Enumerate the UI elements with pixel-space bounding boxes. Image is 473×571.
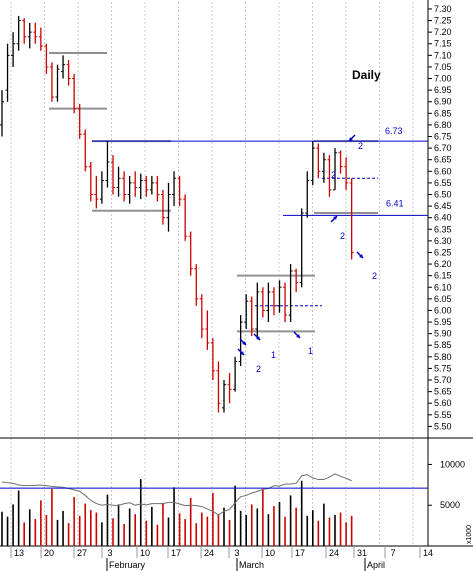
date-tick-label: 10 [265, 548, 275, 558]
price-tick-label: 5.70 [434, 375, 452, 385]
price-tick-label: 5.65 [434, 387, 452, 397]
month-label: April [367, 560, 385, 570]
date-tick-label: 13 [14, 548, 24, 558]
price-tick-label: 6.50 [434, 189, 452, 199]
date-tick-label: 17 [171, 548, 181, 558]
resistance-level-label: 6.73 [385, 126, 403, 136]
price-tick-label: 7.05 [434, 62, 452, 72]
arrow-label: 2 [331, 170, 336, 180]
date-tick-label: 31 [357, 548, 367, 558]
price-tick-label: 6.85 [434, 108, 452, 118]
price-tick-label: 5.90 [434, 329, 452, 339]
date-tick-label: 3 [234, 548, 239, 558]
price-tick-label: 7.30 [434, 4, 452, 14]
price-tick-label: 6.45 [434, 201, 452, 211]
date-tick-label: 24 [204, 548, 214, 558]
price-tick-label: 5.75 [434, 363, 452, 373]
date-tick-label: 20 [44, 548, 54, 558]
arrow-label: 2 [340, 231, 345, 241]
price-tick-label: 5.60 [434, 398, 452, 408]
price-tick-label: 6.25 [434, 247, 452, 257]
arrow-label: 1 [271, 350, 276, 360]
price-tick-label: 6.35 [434, 224, 452, 234]
price-tick-label: 7.15 [434, 39, 452, 49]
arrow-label: 1 [308, 346, 313, 356]
arrow-icon-head [296, 334, 300, 338]
price-tick-label: 6.40 [434, 213, 452, 223]
price-tick-label: 6.95 [434, 85, 452, 95]
price-tick-label: 6.20 [434, 259, 452, 269]
date-tick-label: 10 [140, 548, 150, 558]
price-tick-label: 5.85 [434, 340, 452, 350]
price-tick-label: 5.80 [434, 352, 452, 362]
price-tick-label: 6.55 [434, 178, 452, 188]
price-tick-label: 6.05 [434, 294, 452, 304]
price-tick-label: 6.90 [434, 97, 452, 107]
date-tick-label: 27 [77, 548, 87, 558]
volume-moving-average [1, 473, 352, 516]
price-tick-label: 6.80 [434, 120, 452, 130]
arrow-icon-head [240, 351, 244, 355]
arrow-label: 2 [256, 364, 261, 374]
price-panel [0, 2, 428, 438]
price-tick-label: 6.10 [434, 282, 452, 292]
month-label: March [239, 560, 264, 570]
price-tick-label: 6.60 [434, 166, 452, 176]
month-label: February [109, 560, 146, 570]
arrow-label: 2 [358, 141, 363, 151]
arrow-label: 2 [372, 271, 377, 281]
price-tick-label: 6.70 [434, 143, 452, 153]
arrow-icon-head [242, 341, 246, 345]
arrow-icon-head [349, 137, 353, 141]
volume-multiplier-label: x1000 [466, 525, 473, 544]
price-tick-label: 5.95 [434, 317, 452, 327]
price-tick-label: 6.00 [434, 305, 452, 315]
volume-panel [0, 440, 428, 546]
price-tick-label: 7.20 [434, 27, 452, 37]
price-tick-label: 7.25 [434, 16, 452, 26]
arrow-icon-head [256, 336, 260, 340]
arrow-icon-head [359, 254, 363, 258]
price-tick-label: 5.50 [434, 421, 452, 431]
price-tick-label: 7.10 [434, 50, 452, 60]
arrow-icon-head [333, 216, 337, 220]
price-tick-label: 5.55 [434, 410, 452, 420]
date-tick-label: 17 [295, 548, 305, 558]
date-tick-label: 24 [329, 548, 339, 558]
date-tick-label: 3 [107, 548, 112, 558]
support-level-label: 6.41 [386, 198, 404, 208]
price-tick-label: 7.00 [434, 74, 452, 84]
volume-tick-label: 10000 [440, 459, 465, 469]
price-tick-label: 6.15 [434, 271, 452, 281]
price-tick-label: 6.65 [434, 155, 452, 165]
date-tick-label: 7 [390, 548, 395, 558]
price-tick-label: 6.30 [434, 236, 452, 246]
chart-title: Daily [352, 68, 381, 82]
date-tick-label: 14 [423, 548, 433, 558]
volume-tick-label: 5000 [440, 500, 460, 510]
price-tick-label: 6.75 [434, 132, 452, 142]
